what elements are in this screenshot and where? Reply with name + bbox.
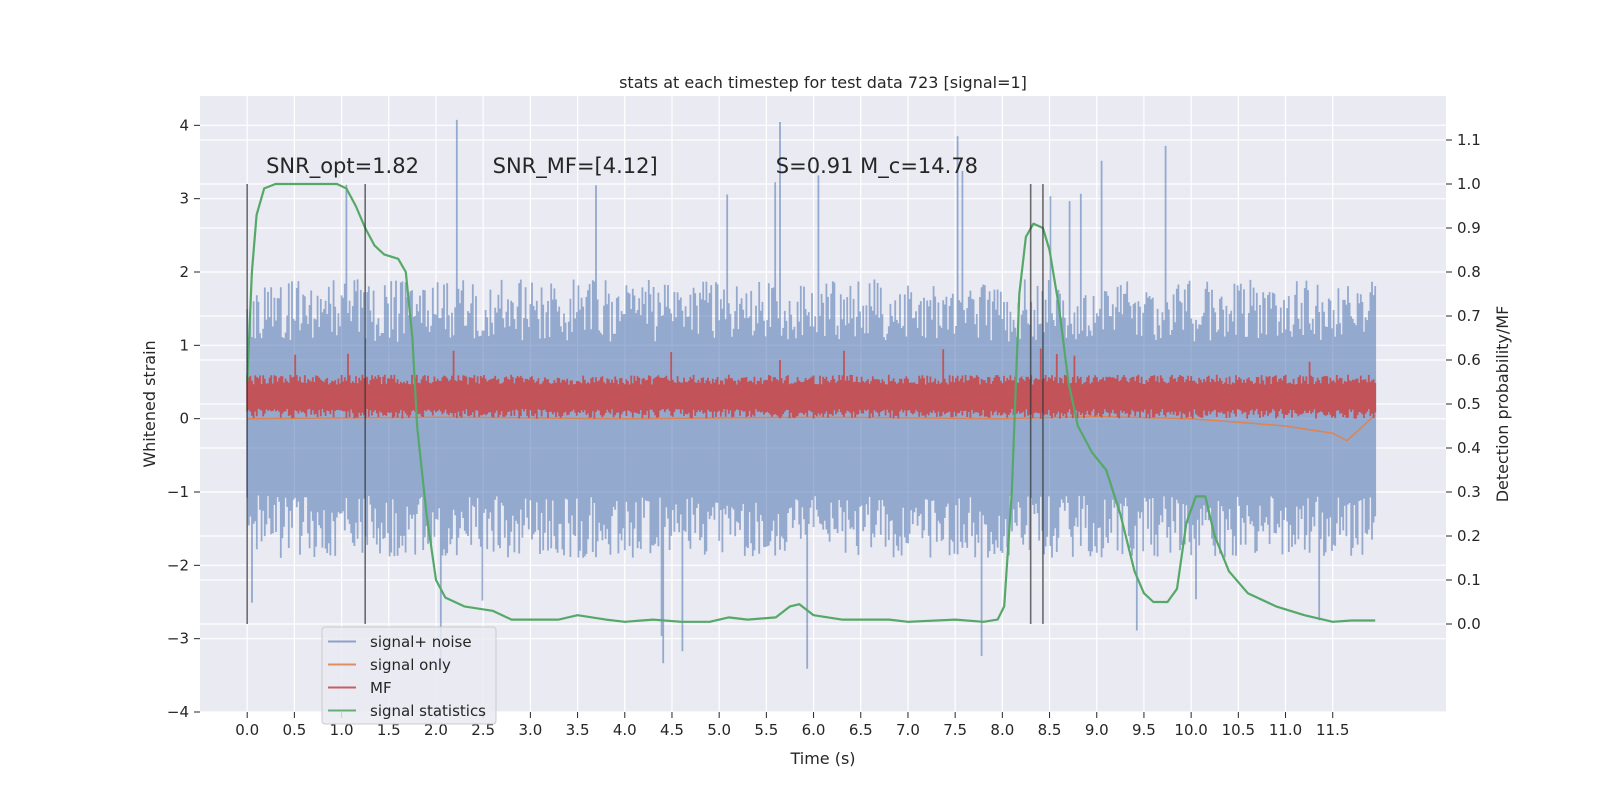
legend-box <box>321 626 497 725</box>
annotation: SNR_MF=[4.12] <box>493 154 658 179</box>
y-tick-label: −1 <box>167 483 189 501</box>
y-tick-label: −2 <box>167 556 189 574</box>
y-right-tick-label: 1.1 <box>1457 131 1481 149</box>
y-tick-label: 1 <box>179 336 189 354</box>
x-tick-label: 9.0 <box>1085 721 1109 739</box>
x-tick-label: 11.0 <box>1269 721 1302 739</box>
y-tick-label: 0 <box>179 410 189 428</box>
annotation: SNR_opt=1.82 <box>266 154 419 179</box>
legend-entry: signal statistics <box>370 702 486 720</box>
marker-layer <box>246 184 1044 624</box>
chart-title: stats at each timestep for test data 723… <box>619 73 1027 92</box>
x-tick-label: 4.5 <box>660 721 684 739</box>
y-axis-title: Whitened strain <box>140 340 159 467</box>
y-tick-label: 4 <box>179 116 189 134</box>
y-right-tick-label: 0.3 <box>1457 483 1481 501</box>
y-right-tick-label: 0.0 <box>1457 615 1481 633</box>
series-signal-statistics <box>246 182 1376 623</box>
x-tick-label: 10.5 <box>1222 721 1255 739</box>
y-tick-label: −3 <box>167 630 189 648</box>
x-tick-label: 2.5 <box>471 721 495 739</box>
x-tick-label: 0.0 <box>235 721 259 739</box>
x-tick-label: 11.5 <box>1316 721 1349 739</box>
x-tick-label: 10.0 <box>1174 721 1207 739</box>
x-tick-label: 5.5 <box>754 721 778 739</box>
x-tick-label: 8.0 <box>990 721 1014 739</box>
y-tick-label: 2 <box>179 263 189 281</box>
y-axis-right-title: Detection probability/MF <box>1493 306 1512 503</box>
x-tick-label: 1.0 <box>330 721 354 739</box>
y-right-tick-label: 0.6 <box>1457 351 1481 369</box>
x-tick-label: 4.0 <box>613 721 637 739</box>
legend-entry: signal only <box>370 656 451 674</box>
x-tick-label: 5.0 <box>707 721 731 739</box>
axis-layer: 0.0 0.5 1.0 1.5 2.0 2.5 3.0 3.5 4.0 4.5 5.0 5.5 6.0 6… <box>167 116 1481 739</box>
legend: signal+ noise signal only MF signal statist… <box>321 626 497 725</box>
y-right-tick-label: 0.8 <box>1457 263 1481 281</box>
x-axis-title: Time (s) <box>789 749 855 768</box>
x-tick-label: 2.0 <box>424 721 448 739</box>
legend-entry: signal+ noise <box>370 633 472 651</box>
x-tick-label: 7.5 <box>943 721 967 739</box>
x-tick-label: 6.0 <box>802 721 826 739</box>
y-right-tick-label: 0.7 <box>1457 307 1481 325</box>
y-right-tick-label: 0.2 <box>1457 527 1481 545</box>
y-right-tick-label: 1.0 <box>1457 175 1481 193</box>
series-signal-only <box>247 414 1376 442</box>
annotation-layer: SNR_opt=1.82 SNR_MF=[4.12] S=0.91 M_c=14.7… <box>266 154 978 179</box>
annotation: S=0.91 M_c=14.78 <box>776 154 978 179</box>
x-tick-label: 9.5 <box>1132 721 1156 739</box>
x-tick-label: 0.5 <box>282 721 306 739</box>
x-tick-label: 8.5 <box>1038 721 1062 739</box>
y-tick-label: −4 <box>167 703 189 721</box>
x-tick-label: 1.5 <box>377 721 401 739</box>
y-right-tick-label: 0.1 <box>1457 571 1481 589</box>
x-tick-label: 6.5 <box>849 721 873 739</box>
legend-entry: MF <box>370 679 392 697</box>
x-tick-label: 7.0 <box>896 721 920 739</box>
x-tick-label: 3.5 <box>566 721 590 739</box>
y-right-tick-label: 0.5 <box>1457 395 1481 413</box>
y-right-tick-label: 0.9 <box>1457 219 1481 237</box>
y-tick-label: 3 <box>179 190 189 208</box>
x-tick-label: 3.0 <box>518 721 542 739</box>
y-right-tick-label: 0.4 <box>1457 439 1481 457</box>
